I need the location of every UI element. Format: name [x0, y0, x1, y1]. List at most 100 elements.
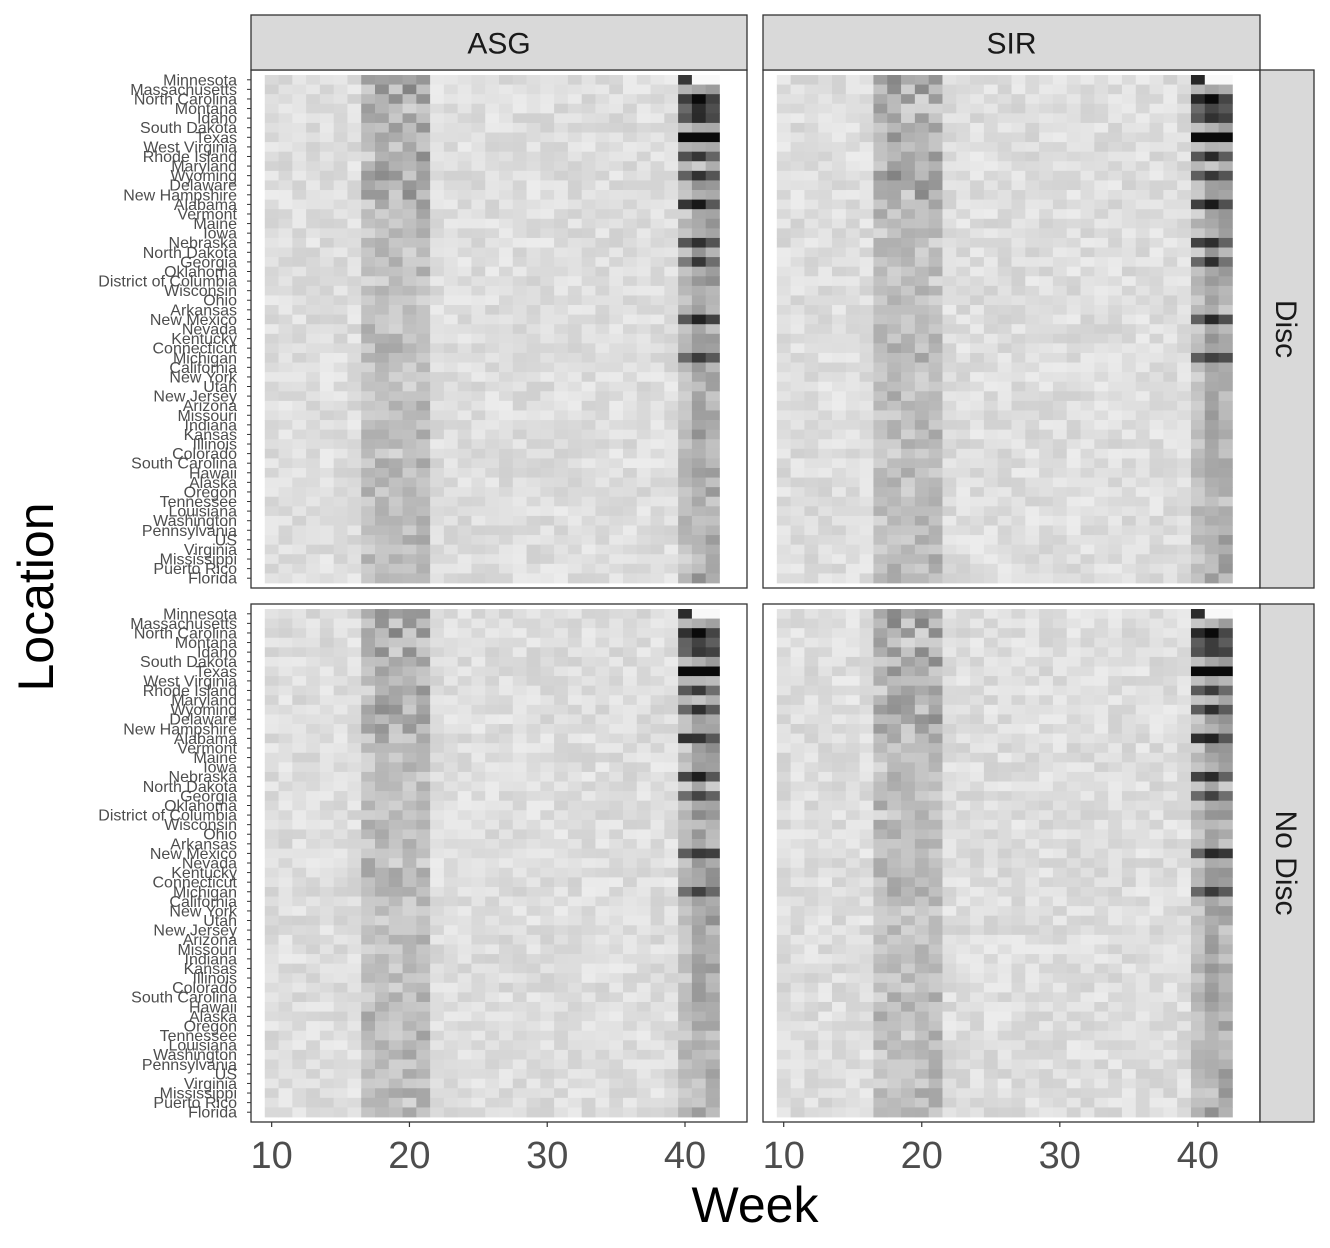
heat-cell — [1135, 142, 1150, 153]
heat-cell — [443, 352, 459, 363]
heat-cell — [873, 515, 888, 526]
heat-cell — [333, 628, 348, 639]
heat-cell — [526, 199, 541, 210]
heat-cell — [347, 963, 362, 974]
heat-cell — [499, 420, 514, 431]
heat-cell — [1052, 487, 1068, 498]
heat-cell — [347, 467, 362, 478]
heat-cell — [887, 400, 902, 411]
heat-cell — [264, 209, 279, 220]
heat-cell — [1177, 305, 1192, 316]
heat-cell — [776, 506, 792, 517]
heat-cell — [970, 458, 985, 469]
heat-cell — [650, 896, 665, 907]
heat-cell — [278, 132, 293, 143]
heat-cell — [1218, 429, 1233, 440]
heat-cell — [485, 132, 500, 143]
heat-cell — [416, 573, 431, 584]
heat-cell — [499, 161, 514, 172]
heat-cell — [443, 944, 459, 955]
heat-cell — [845, 372, 861, 383]
heat-cell — [567, 982, 583, 993]
heat-cell — [664, 228, 679, 239]
heat-cell — [416, 180, 431, 191]
heat-cell — [705, 609, 720, 619]
heat-cell — [790, 142, 805, 153]
heat-cell — [1149, 487, 1164, 498]
heat-cell — [845, 324, 861, 335]
heat-cell — [526, 954, 541, 965]
heat-cell — [388, 714, 403, 725]
heat-cell — [361, 343, 376, 354]
heat-cell — [443, 618, 459, 629]
heat-cell — [887, 467, 902, 478]
heat-cell — [264, 637, 279, 648]
heat-cell — [845, 496, 861, 507]
heat-cell — [1121, 535, 1137, 546]
heat-cell — [499, 915, 514, 926]
heat-cell — [1025, 420, 1040, 431]
heat-cell — [319, 190, 335, 200]
heat-cell — [430, 563, 445, 574]
heat-cell — [942, 237, 957, 248]
heat-cell — [292, 266, 307, 277]
heat-cell — [388, 954, 403, 965]
heat-cell — [526, 333, 541, 344]
heat-cell — [887, 391, 902, 402]
heat-cell — [388, 982, 403, 993]
heat-cell — [554, 333, 569, 344]
heat-cell — [540, 458, 555, 469]
heat-cell — [1121, 237, 1137, 248]
heat-cell — [942, 362, 957, 373]
heat-cell — [1080, 295, 1095, 306]
heat-cell — [1025, 209, 1040, 220]
heat-cell — [402, 1001, 417, 1012]
heat-cell — [859, 467, 874, 478]
heat-cell — [388, 752, 403, 763]
heat-cell — [526, 448, 541, 459]
heat-cell — [457, 343, 472, 354]
heat-cell — [333, 676, 348, 687]
heat-cell — [1052, 467, 1068, 478]
heat-cell — [776, 477, 792, 488]
heat-cell — [526, 848, 541, 859]
heat-cell — [845, 247, 861, 258]
heat-cell — [416, 352, 431, 363]
heat-cell — [581, 352, 596, 363]
heat-cell — [292, 132, 307, 143]
heat-cell — [581, 362, 596, 373]
heat-cell — [512, 362, 527, 373]
heat-cell — [540, 391, 555, 402]
heat-cell — [278, 628, 293, 639]
heat-cell — [347, 714, 362, 725]
heat-cell — [1218, 410, 1233, 421]
heat-cell — [581, 410, 596, 421]
heat-cell — [278, 285, 293, 296]
heat-cell — [623, 858, 638, 869]
heat-cell — [416, 685, 431, 696]
heat-cell — [388, 276, 403, 287]
heat-cell — [859, 94, 874, 105]
heat-cell — [790, 247, 805, 258]
heat-cell — [873, 352, 888, 363]
heat-cell — [457, 819, 472, 830]
heat-cell — [983, 391, 999, 402]
heat-cell — [650, 237, 665, 248]
heat-cell — [526, 257, 541, 268]
heat-cell — [278, 781, 293, 792]
heat-cell — [278, 829, 293, 840]
heat-cell — [595, 515, 610, 526]
heat-cell — [554, 276, 569, 287]
heat-cell — [499, 535, 514, 546]
heat-cell — [333, 343, 348, 354]
heat-cell — [678, 877, 693, 888]
heat-cell — [512, 1021, 527, 1032]
heat-cell — [526, 714, 541, 725]
heat-cell — [512, 305, 527, 316]
heat-cell — [1218, 218, 1233, 229]
heat-cell — [512, 535, 527, 546]
heat-cell — [650, 925, 665, 936]
heat-cell — [997, 266, 1012, 277]
heat-cell — [664, 954, 679, 965]
heat-cell — [664, 94, 679, 105]
